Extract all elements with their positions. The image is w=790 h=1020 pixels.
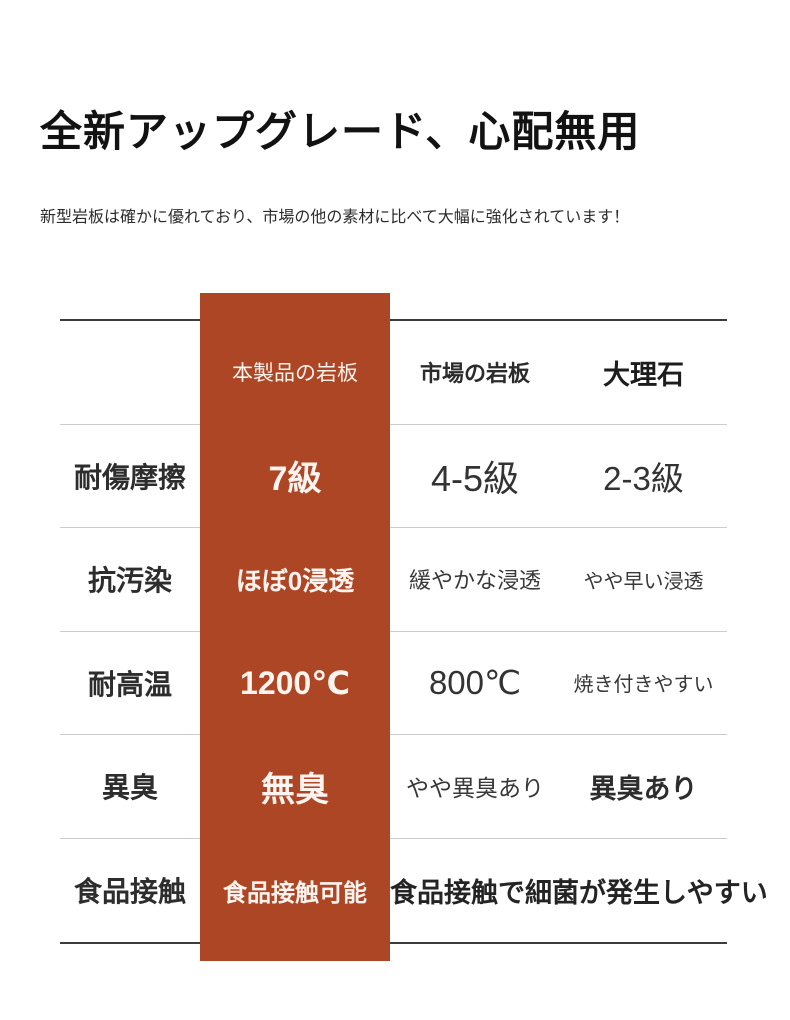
marble-value: 異臭あり (589, 773, 698, 804)
row-label-cell: 抗汚染 (60, 559, 200, 599)
row-label: 異臭 (101, 772, 158, 804)
marble-value-cell: 焼き付きやすい (560, 668, 727, 697)
marble-value: 焼き付きやすい (573, 674, 714, 697)
highlight-column-background (200, 293, 390, 961)
column-title-market: 市場の岩板 (419, 361, 530, 387)
marble-value: 2-3級 (603, 459, 684, 497)
page-subtitle: 新型岩板は確かに優れており、市場の他の素材に比べて大幅に強化されています！ (40, 209, 630, 226)
ours-value: 食品接触可能 (223, 879, 367, 907)
row-label-cell: 異臭 (60, 766, 200, 806)
ours-value-cell: 無臭 (200, 762, 390, 811)
table-row-odor: 異臭 無臭 やや異臭あり 異臭あり (60, 735, 727, 839)
marble-value: やや早い浸透 (583, 570, 704, 593)
row-label: 抗汚染 (87, 565, 172, 597)
combined-value-cell: 食品接触で細菌が発生しやすい (390, 871, 768, 910)
ours-value-cell: 食品接触可能 (200, 873, 390, 908)
combined-value: 食品接触で細菌が発生しやすい (390, 877, 768, 908)
market-value: 緩やかな浸透 (408, 568, 541, 594)
row-label-cell: 食品接触 (60, 870, 200, 910)
column-title-ours: 本製品の岩板 (232, 362, 358, 386)
table-row-abrasion: 耐傷摩擦 7級 4-5級 2-3級 (60, 425, 727, 528)
row-label: 耐傷摩擦 (73, 461, 186, 493)
row-label: 耐高温 (87, 668, 172, 700)
market-value-cell: 緩やかな浸透 (390, 563, 560, 595)
market-value: 800℃ (428, 664, 522, 702)
market-value-cell: 4-5級 (390, 450, 560, 502)
table-row-food-contact: 食品接触 食品接触可能 食品接触で細菌が発生しやすい (60, 839, 768, 943)
marble-value-cell: 2-3級 (560, 452, 727, 500)
row-label-cell: 耐高温 (60, 663, 200, 703)
header-cell-market: 市場の岩板 (390, 356, 560, 388)
page-title: 全新アップグレード、心配無用 (40, 108, 641, 155)
ours-value: 無臭 (261, 770, 329, 809)
table-rows: 本製品の岩板 市場の岩板 大理石 耐傷摩擦 7級 4-5級 (60, 321, 768, 943)
ours-value: 1200℃ (240, 664, 350, 701)
table-row-stain: 抗汚染 ほぼ0浸透 緩やかな浸透 やや早い浸透 (60, 528, 727, 632)
header-cell-ours: 本製品の岩板 (200, 357, 390, 387)
marble-value-cell: 異臭あり (560, 767, 727, 806)
market-value: やや異臭あり (406, 775, 544, 802)
ours-value-cell: ほぼ0浸透 (200, 561, 390, 598)
ours-value-cell: 7級 (200, 451, 390, 500)
table-row-heat: 耐高温 1200℃ 800℃ 焼き付きやすい (60, 632, 727, 735)
header-cell-marble: 大理石 (560, 353, 727, 392)
ours-value: 7級 (268, 460, 322, 499)
market-value-cell: やや異臭あり (390, 769, 560, 803)
row-label: 食品接触 (73, 876, 186, 908)
comparison-table: 本製品の岩板 市場の岩板 大理石 耐傷摩擦 7級 4-5級 (60, 293, 768, 961)
marble-value-cell: やや早い浸透 (560, 565, 727, 594)
table-header-row: 本製品の岩板 市場の岩板 大理石 (60, 321, 727, 425)
column-title-marble: 大理石 (603, 359, 684, 390)
row-label-cell: 耐傷摩擦 (60, 456, 200, 496)
market-value: 4-5級 (430, 457, 520, 499)
market-value-cell: 800℃ (390, 663, 560, 702)
ours-value-cell: 1200℃ (200, 664, 390, 702)
ours-value: ほぼ0浸透 (235, 565, 355, 596)
